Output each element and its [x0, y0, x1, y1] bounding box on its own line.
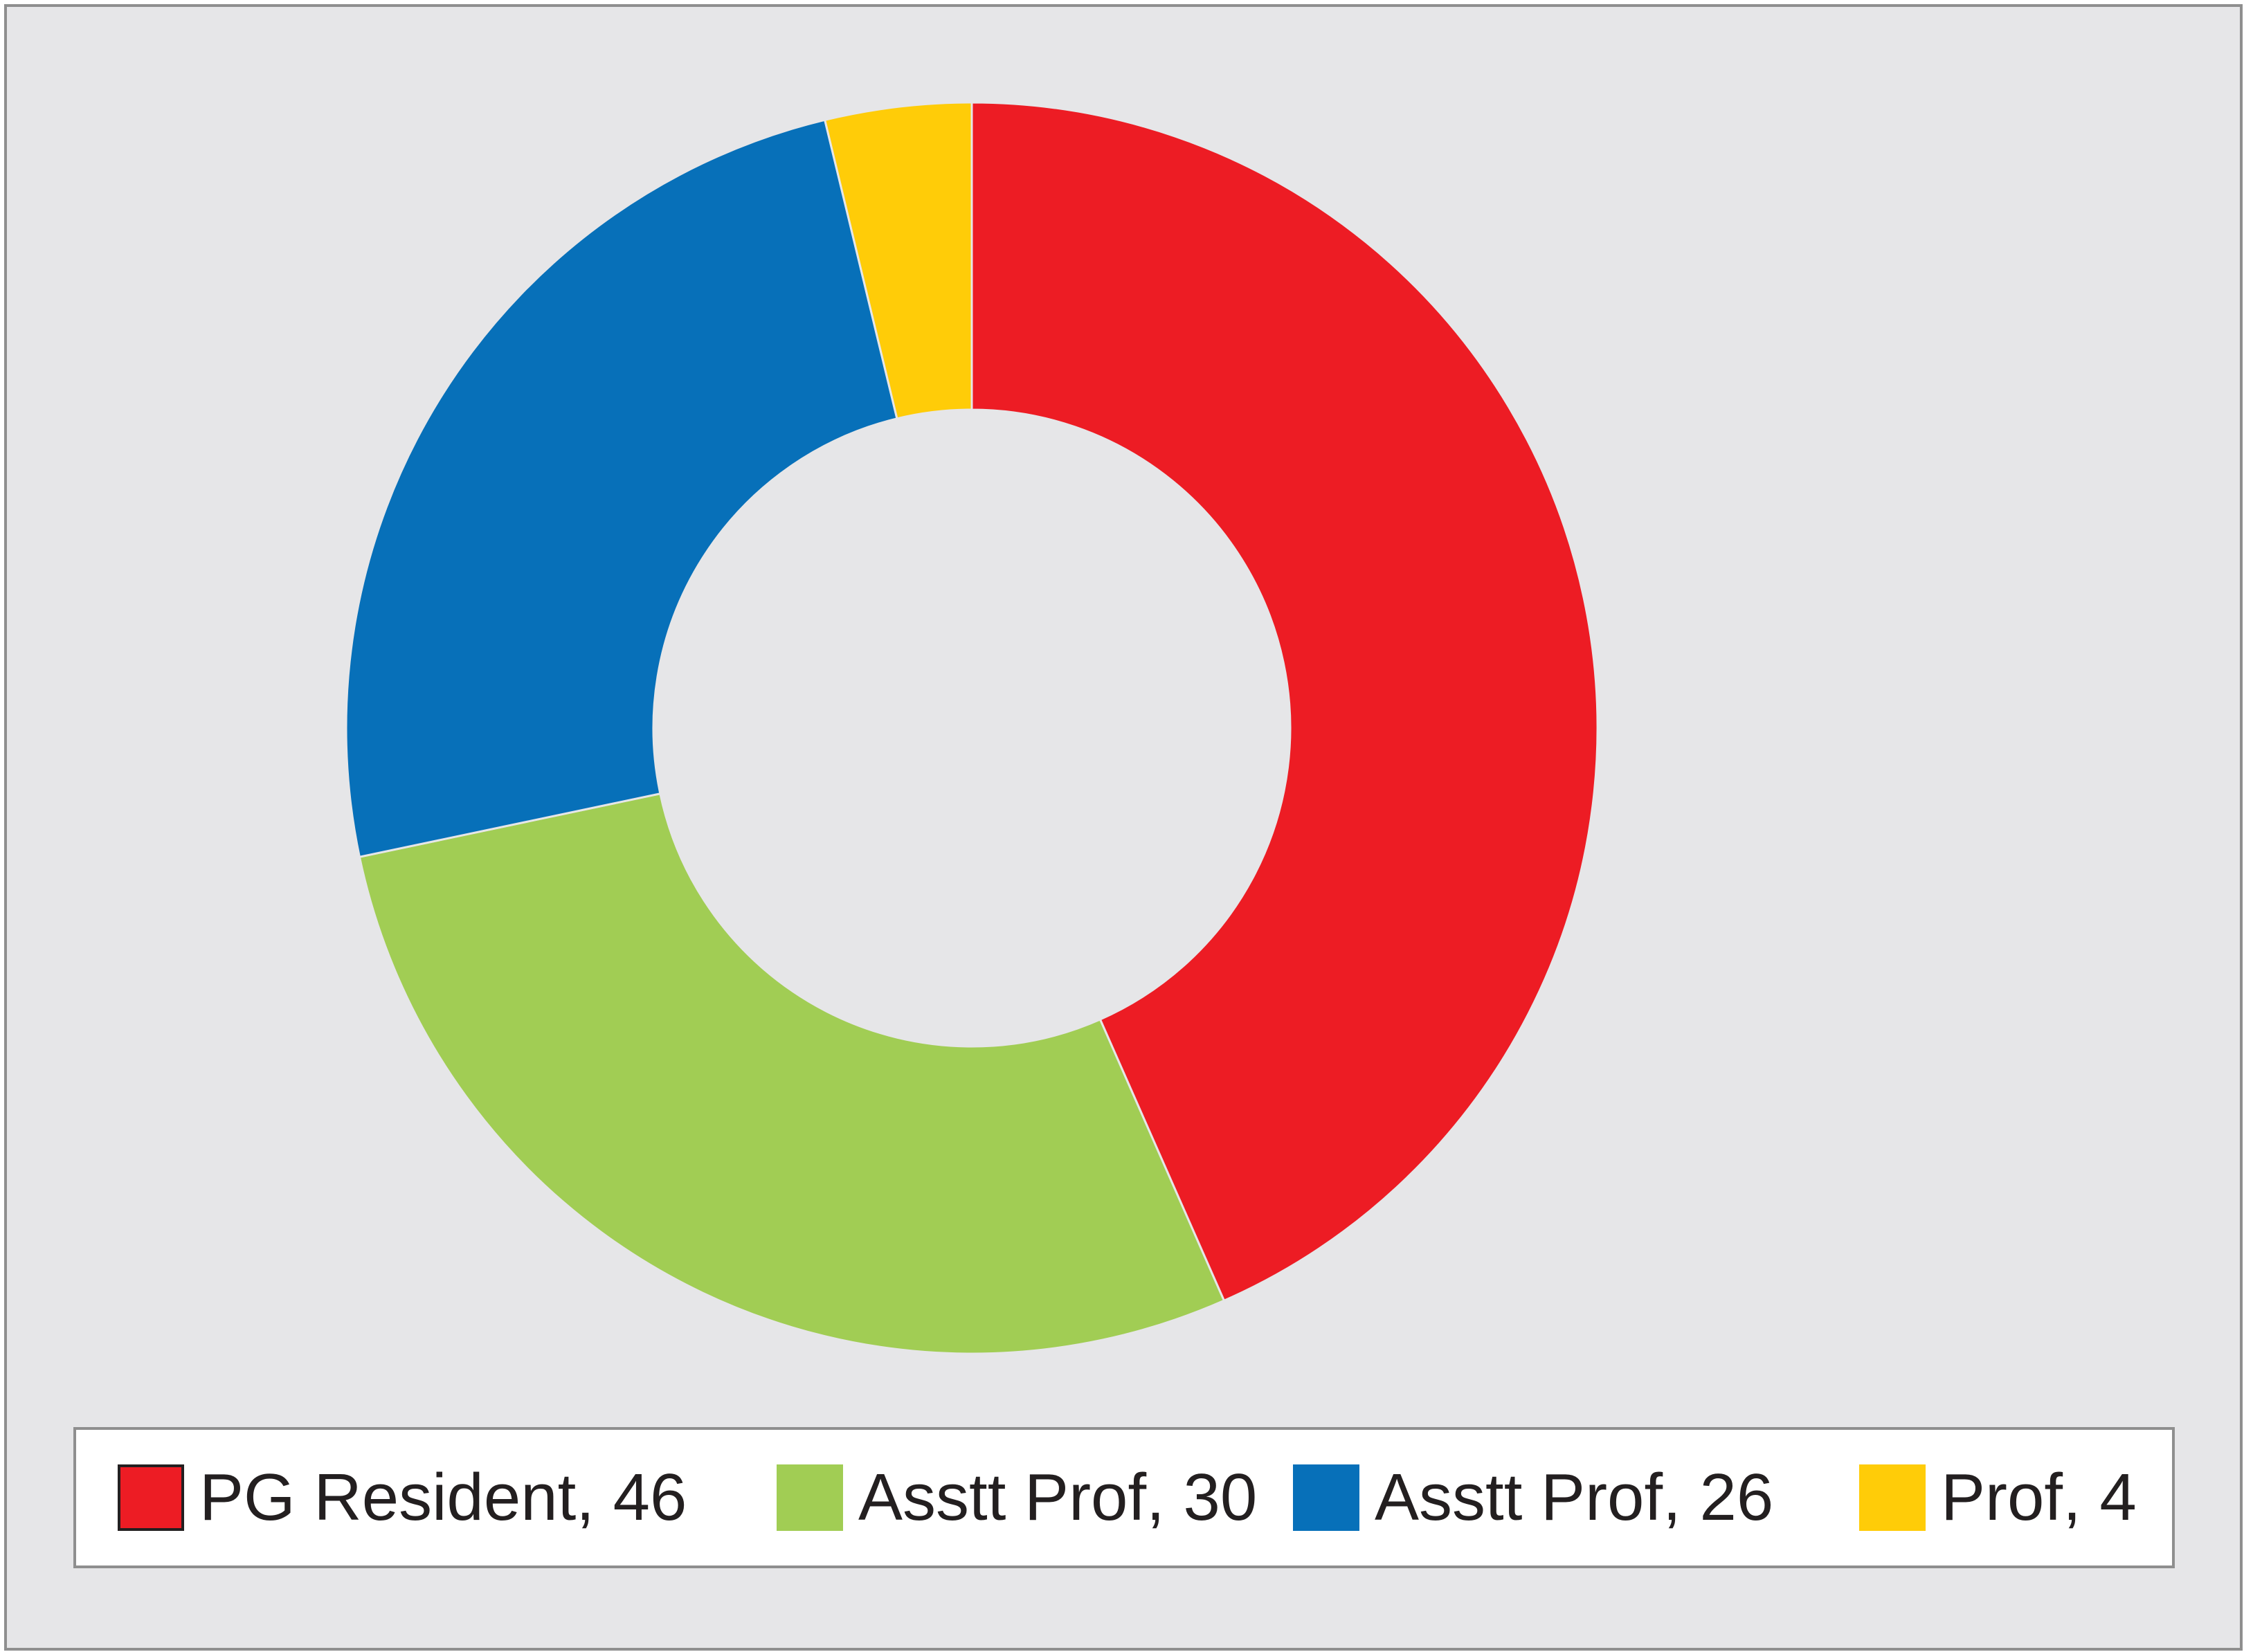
- donut-slice-3: [823, 101, 973, 420]
- legend-item-2: Asstt Prof, 26: [1293, 1430, 1773, 1565]
- legend-item-0: PG Resident, 46: [118, 1430, 687, 1565]
- legend: PG Resident, 46 Asstt Prof, 30 Asstt Pro…: [73, 1427, 2175, 1568]
- legend-item-3: Prof, 4: [1859, 1430, 2137, 1565]
- donut-chart: [345, 101, 1599, 1355]
- legend-swatch-2: [1293, 1464, 1359, 1531]
- donut-slices: [345, 101, 1599, 1355]
- legend-swatch-1: [777, 1464, 843, 1531]
- chart-frame: PG Resident, 46 Asstt Prof, 30 Asstt Pro…: [4, 4, 2243, 1651]
- legend-swatch-3: [1859, 1464, 1926, 1531]
- legend-label-2: Asstt Prof, 26: [1375, 1460, 1774, 1534]
- legend-label-0: PG Resident, 46: [199, 1460, 687, 1534]
- legend-label-1: Asstt Prof, 30: [858, 1460, 1258, 1534]
- donut-slice-0: [970, 101, 1599, 1302]
- legend-swatch-0: [118, 1464, 184, 1531]
- legend-item-1: Asstt Prof, 30: [777, 1430, 1257, 1565]
- legend-label-3: Prof, 4: [1941, 1460, 2137, 1534]
- donut-slice-2: [345, 118, 898, 858]
- donut-slice-1: [358, 792, 1226, 1355]
